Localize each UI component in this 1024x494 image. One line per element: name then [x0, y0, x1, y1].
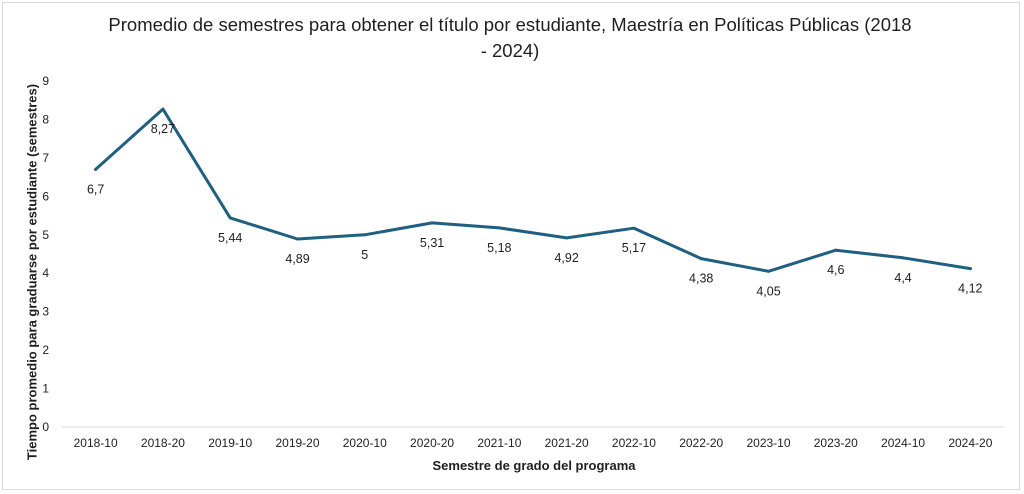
y-tick-label: 5 [42, 228, 49, 242]
data-point [296, 237, 299, 241]
data-label: 5,44 [218, 231, 242, 245]
data-point [767, 269, 770, 273]
data-point [430, 221, 434, 225]
data-label: 4,12 [958, 282, 982, 296]
data-label: 5,18 [487, 241, 511, 255]
x-axis-label: Semestre de grado del programa [432, 458, 636, 473]
series-line [94, 107, 972, 273]
data-point [497, 226, 501, 230]
y-tick-label: 7 [42, 151, 49, 165]
data-point [565, 236, 569, 240]
x-tick-label: 2021-10 [477, 436, 521, 450]
x-tick-label: 2019-20 [275, 436, 319, 450]
data-point [363, 233, 367, 237]
x-tick-label: 2020-10 [343, 436, 387, 450]
y-tick-label: 3 [42, 305, 49, 319]
data-label: 4,05 [756, 284, 780, 298]
x-tick-label: 2024-20 [948, 436, 992, 450]
data-point [161, 107, 165, 111]
data-label: 4,4 [894, 271, 911, 285]
data-point [901, 256, 905, 260]
data-label: 4,89 [285, 252, 309, 266]
y-tick-label: 0 [42, 420, 49, 434]
data-point [968, 267, 972, 271]
y-tick-label: 8 [42, 112, 49, 126]
chart-title: Promedio de semestres para obtener el tí… [90, 12, 930, 64]
data-label: 5 [361, 248, 368, 262]
y-tick-label: 4 [42, 266, 49, 280]
x-tick-label: 2019-10 [208, 436, 252, 450]
chart-title-line-1: Promedio de semestres para obtener el tí… [108, 14, 912, 35]
data-label: 4,6 [827, 263, 844, 277]
y-tick-label: 9 [42, 74, 49, 88]
data-label: 5,17 [622, 241, 646, 255]
y-tick-label: 6 [42, 189, 49, 203]
x-tick-label: 2022-10 [612, 436, 656, 450]
x-tick-label: 2022-20 [679, 436, 723, 450]
data-point [632, 226, 636, 230]
data-point [699, 257, 703, 261]
data-label: 4,92 [554, 251, 578, 265]
data-label: 8,27 [151, 122, 175, 136]
data-label: 6,7 [87, 182, 104, 196]
chart-title-line-2: - 2024) [480, 40, 540, 61]
data-point [94, 167, 98, 171]
data-label: 4,38 [689, 272, 713, 286]
x-tick-label: 2018-20 [141, 436, 185, 450]
x-tick-label: 2023-20 [814, 436, 858, 450]
x-tick-label: 2021-20 [545, 436, 589, 450]
x-tick-label: 2018-10 [74, 436, 118, 450]
y-tick-label: 1 [42, 382, 49, 396]
data-point [834, 248, 838, 252]
data-point [228, 216, 232, 220]
x-tick-label: 2020-20 [410, 436, 454, 450]
x-tick-label: 2023-10 [746, 436, 790, 450]
y-tick-label: 2 [42, 343, 49, 357]
x-tick-label: 2024-10 [881, 436, 925, 450]
data-label: 5,31 [420, 236, 444, 250]
